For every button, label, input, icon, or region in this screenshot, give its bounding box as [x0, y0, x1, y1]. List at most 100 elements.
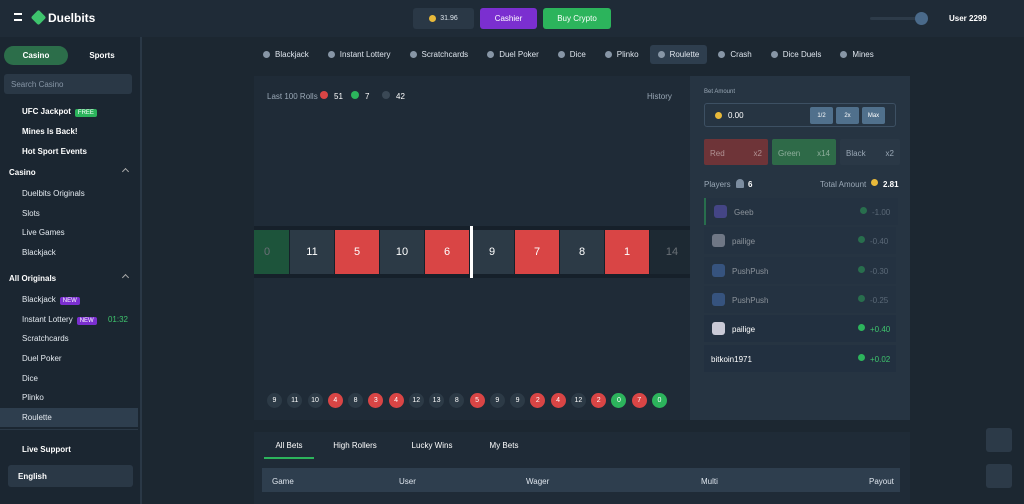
username[interactable]: User 2299	[949, 14, 987, 23]
player-avatar	[714, 205, 727, 218]
nav-item[interactable]: Dice Duels	[763, 45, 830, 64]
nav-item[interactable]: Blackjack	[255, 45, 317, 64]
promo-item[interactable]: Hot Sport Events	[0, 142, 138, 161]
sidebar-item[interactable]: Live Games	[0, 223, 138, 242]
nav-item[interactable]: Mines	[832, 45, 881, 64]
avatar[interactable]	[915, 12, 928, 25]
nav-item[interactable]: Dice	[550, 45, 594, 64]
sidebar-tab[interactable]: Casino	[4, 46, 68, 65]
promo-item[interactable]: UFC Jackpot FREE	[0, 102, 138, 121]
nav-item[interactable]: Roulette	[649, 45, 708, 64]
logo[interactable]: Duelbits	[48, 11, 96, 25]
player-name: PushPush	[732, 295, 769, 305]
live-support[interactable]: Live Support	[22, 445, 71, 454]
nav-label: Roulette	[669, 50, 700, 59]
nav-item[interactable]: Instant Lottery	[320, 45, 399, 64]
nav-label: Dice	[569, 50, 586, 59]
nav-item[interactable]: Scratchcards	[402, 45, 477, 64]
recent-roll: 8	[348, 393, 364, 408]
sidebar-item[interactable]: Duelbits Originals	[0, 184, 138, 203]
sidebar-item[interactable]: Dice	[0, 369, 138, 388]
section-title: All Originals	[9, 273, 57, 283]
wheel-cell: 0	[254, 230, 289, 274]
wheel-cell: 1	[605, 230, 649, 274]
recent-roll: 12	[408, 393, 424, 408]
nav-label: Blackjack	[275, 50, 309, 59]
bet-option[interactable]: Red x2	[704, 139, 768, 165]
nav-icon	[604, 51, 612, 58]
bets-tab[interactable]: My Bets	[489, 441, 519, 450]
bets-tab[interactable]: All Bets	[264, 432, 314, 459]
wheel-cell: 6	[425, 230, 469, 274]
ticket-button[interactable]	[986, 428, 1012, 452]
player-row: bitkoin1971 +0.02	[704, 344, 896, 372]
coin-icon	[871, 179, 878, 186]
column-header: Game	[272, 477, 294, 486]
bets-tab[interactable]: Lucky Wins	[411, 441, 453, 450]
wheel-marker	[470, 226, 473, 278]
item-label: Slots	[22, 208, 40, 218]
item-label: Scratchcards	[22, 334, 69, 344]
chevron	[121, 273, 130, 281]
players-label: Players	[704, 180, 731, 189]
column-header: Payout	[869, 477, 894, 486]
player-row: pailige -0.40	[704, 227, 896, 255]
sidebar-item[interactable]: Plinko	[0, 388, 138, 407]
promo-item[interactable]: Mines Is Back!	[0, 122, 138, 141]
nav-item[interactable]: Duel Poker	[479, 45, 547, 64]
option-multiplier: x2	[885, 149, 894, 158]
bet-panel: Bet Amount 0.00 1/2 2x Max Red x2 Green x14 Black…	[690, 76, 910, 420]
section-header[interactable]: Casino	[0, 163, 138, 183]
sidebar-tab[interactable]: Sports	[89, 51, 115, 60]
bet-input[interactable]: 0.00	[704, 103, 896, 127]
nav-label: Duel Poker	[499, 50, 539, 59]
sidebar-item[interactable]: Duel Poker	[0, 349, 138, 368]
bet-option[interactable]: Black x2	[840, 139, 900, 165]
item-label: Live Games	[22, 228, 65, 238]
buy-crypto-button[interactable]: Buy Crypto	[543, 8, 611, 29]
player-name: Geeb	[734, 208, 754, 217]
sidebar-item[interactable]: Roulette	[0, 408, 138, 427]
option-multiplier: x2	[753, 149, 762, 158]
count-value: 51	[334, 92, 343, 101]
bets-tab[interactable]: High Rollers	[333, 441, 377, 450]
wheel-cell: 7	[515, 230, 559, 274]
item-label: Duel Poker	[22, 353, 62, 363]
bet-modifier[interactable]: 2x	[836, 107, 859, 124]
player-amount: -0.40	[870, 237, 889, 247]
nav-icon	[718, 51, 726, 58]
sidebar-item[interactable]: Slots	[0, 204, 138, 223]
coin-icon	[858, 265, 865, 273]
sidebar-item[interactable]: Blackjack	[0, 243, 138, 262]
cashier-button[interactable]: Cashier	[480, 8, 537, 29]
sidebar-item[interactable]: Blackjack NEW	[0, 290, 138, 309]
chat-button[interactable]	[986, 464, 1012, 488]
game-area: Last 100 Rolls 51 7 42 History 0 11 5 10 6 9 7 8 1 14 9…	[254, 76, 690, 420]
bet-modifier[interactable]: 1/2	[810, 107, 833, 124]
coin-icon	[429, 15, 437, 22]
wheel-cell: 14	[650, 230, 690, 274]
nav-item[interactable]: Crash	[710, 45, 759, 64]
count-dot	[382, 91, 390, 99]
sidebar: Casino Sports Search Casino UFC Jackpot FREE…	[0, 37, 142, 504]
total-amount: 2.81	[883, 180, 899, 189]
nav-label: Mines	[852, 50, 874, 59]
player-row: Geeb -1.00	[704, 198, 898, 225]
menu-icon[interactable]	[14, 13, 22, 21]
search-input[interactable]: Search Casino	[4, 74, 132, 94]
sidebar-item[interactable]: Scratchcards	[0, 329, 138, 348]
recent-roll: 2	[591, 393, 607, 408]
section-header[interactable]: All Originals	[0, 269, 138, 289]
option-label: Black	[846, 149, 866, 158]
history-button[interactable]: History	[647, 92, 672, 101]
bet-option[interactable]: Green x14	[772, 139, 836, 165]
balance[interactable]: 31.96	[413, 8, 474, 29]
sidebar-item[interactable]: Instant Lottery NEW 01:32	[0, 310, 138, 329]
language-select[interactable]: English	[8, 465, 133, 487]
option-label: Red	[710, 149, 725, 158]
nav-item[interactable]: Plinko	[597, 45, 647, 64]
recent-roll: 4	[388, 393, 404, 408]
count-value: 7	[365, 92, 370, 101]
bet-modifier[interactable]: Max	[862, 107, 885, 124]
nav-label: Plinko	[616, 50, 639, 59]
